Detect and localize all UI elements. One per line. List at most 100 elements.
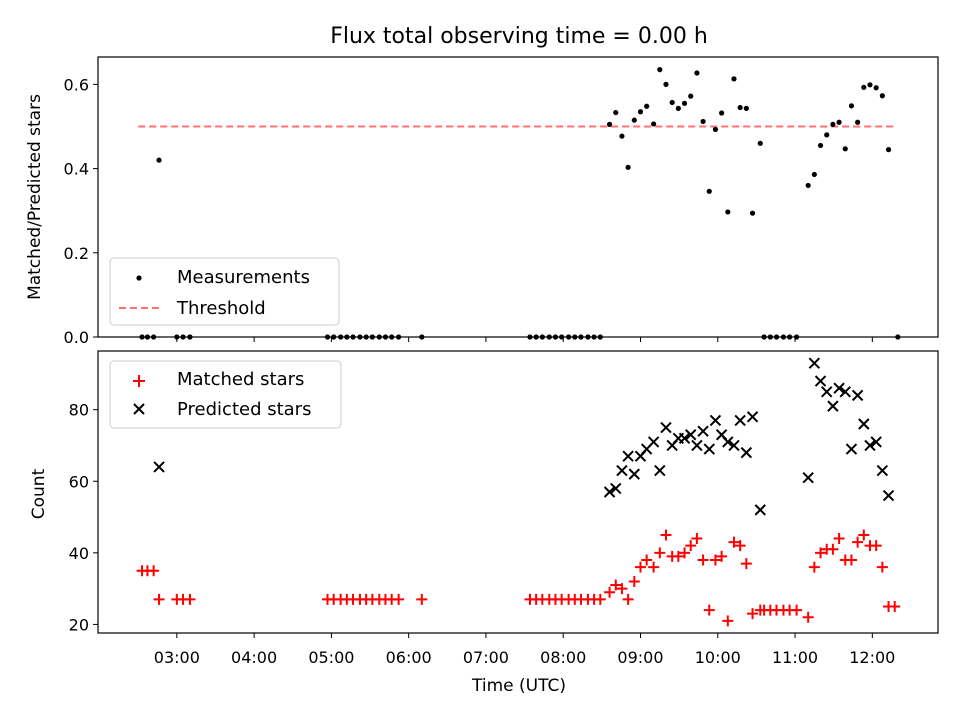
matched-star-point (876, 561, 888, 573)
predicted-star-point (882, 489, 895, 502)
bottom-x-ticks: 03:00 04:00 05:00 06:00 07:00 08:00 09:00 10:00… (154, 633, 895, 667)
predicted-star-point (685, 429, 697, 441)
measurement-point (606, 121, 613, 127)
measurement-point (830, 121, 836, 127)
top-panel: 0.0 0.2 0.4 0.6 Matched/Predicted stars Mea… (25, 56, 939, 347)
predicted-star-point (603, 486, 616, 498)
top-legend-box (109, 257, 340, 326)
matched-star-point (703, 604, 715, 616)
measurement-point (663, 81, 669, 87)
matched-star-point (740, 558, 752, 570)
predicted-star-point (697, 425, 709, 437)
predicted-star-point (845, 443, 858, 455)
matched-star-point (685, 540, 697, 552)
matched-star-point (184, 593, 196, 605)
measurement-point (712, 126, 719, 133)
matched-star-point (870, 540, 882, 552)
matched-star-point (679, 547, 691, 559)
predicted-star-point (876, 464, 889, 477)
matched-star-point (852, 536, 864, 548)
predicted-star-point (821, 386, 833, 398)
bottom-legend-box (109, 360, 342, 429)
predicted-star-point (858, 418, 870, 430)
bottom-x-tick-label: 09:00 (617, 648, 663, 667)
predicted-star-point (839, 386, 851, 398)
matched-star-point (634, 561, 646, 573)
matched-star-point (716, 550, 728, 562)
predicted-star-point (610, 482, 622, 495)
measurement-point (817, 142, 824, 149)
predicted-star-point (660, 421, 672, 434)
measurement-point (694, 70, 700, 76)
predicted-star-point (746, 411, 759, 423)
matched-star-point (858, 529, 870, 541)
predicted-star-point (709, 414, 722, 427)
measurement-point (879, 93, 885, 99)
bottom-y-tick-label: 80 (69, 401, 89, 420)
matched-star-point (153, 593, 165, 605)
bottom-y-tick-label: 20 (69, 615, 89, 634)
matched-star-point (393, 593, 405, 605)
predicted-star-point (654, 464, 666, 477)
predicted-star-point (870, 436, 882, 448)
bottom-y-tick-label: 60 (69, 472, 89, 491)
measurement-point (811, 171, 817, 178)
matched-star-point (622, 593, 634, 605)
predicted-star-point (833, 382, 845, 394)
bottom-y-ticks: 20 40 60 80 (69, 401, 98, 634)
x-axis-label: Time (UTC) (471, 676, 566, 696)
predicted-star-point (851, 389, 864, 402)
predicted-star-point (734, 414, 746, 427)
predicted-star-point (647, 436, 660, 448)
bottom-x-tick-label: 08:00 (540, 648, 586, 667)
matched-star-point (648, 561, 660, 573)
matched-star-point (594, 593, 606, 605)
predicted-star-point (827, 400, 839, 412)
matched-star-point (722, 615, 734, 627)
matched-star-point (672, 550, 684, 562)
predicted-star-point (628, 468, 641, 480)
predicted-star-point (678, 432, 691, 445)
bottom-x-tick-label: 06:00 (386, 648, 432, 667)
top-y-tick-label: 0.6 (64, 75, 89, 94)
matched-star-point (148, 565, 160, 577)
measurement-point (156, 157, 162, 163)
measurement-point (885, 147, 892, 153)
predicted-star-point (622, 450, 634, 462)
top-x-ticks (176, 337, 873, 342)
matched-star-point (660, 529, 672, 541)
predicted-star-point (691, 439, 703, 452)
measurement-point (619, 133, 625, 139)
legend-measurements-marker (136, 275, 142, 281)
matched-star-point (628, 575, 640, 587)
matched-star-point (747, 608, 759, 620)
measurement-point (749, 210, 756, 216)
bottom-x-tick-label: 11:00 (772, 648, 818, 667)
measurement-point (737, 104, 743, 111)
matched-star-point (734, 540, 746, 552)
predicted-star-point (703, 443, 715, 455)
top-y-ticks: 0.0 0.2 0.4 0.6 (64, 75, 98, 347)
measurement-point (757, 140, 763, 146)
matched-star-point (802, 611, 814, 623)
measurement-point (725, 209, 731, 215)
bottom-x-tick-label: 04:00 (231, 648, 277, 667)
matched-star-point (808, 561, 820, 573)
predicted-star-point (153, 461, 165, 473)
measurement-point (848, 103, 855, 109)
bottom-x-tick-label: 03:00 (154, 648, 200, 667)
measurement-point (675, 105, 681, 111)
measurement-point (631, 117, 637, 123)
predicted-star-point (802, 471, 814, 484)
legend-measurements-label: Measurements (177, 267, 310, 288)
predicted-star-point (616, 464, 628, 477)
measurement-point (637, 109, 644, 115)
matched-star-point (833, 533, 845, 545)
measurement-point (867, 82, 873, 88)
bottom-x-tick-label: 05:00 (308, 648, 354, 667)
predicted-star-point (722, 436, 734, 448)
matched-star-point (610, 579, 622, 591)
top-y-axis-label: Matched/Predicted stars (25, 94, 45, 300)
measurement-point (706, 188, 712, 194)
